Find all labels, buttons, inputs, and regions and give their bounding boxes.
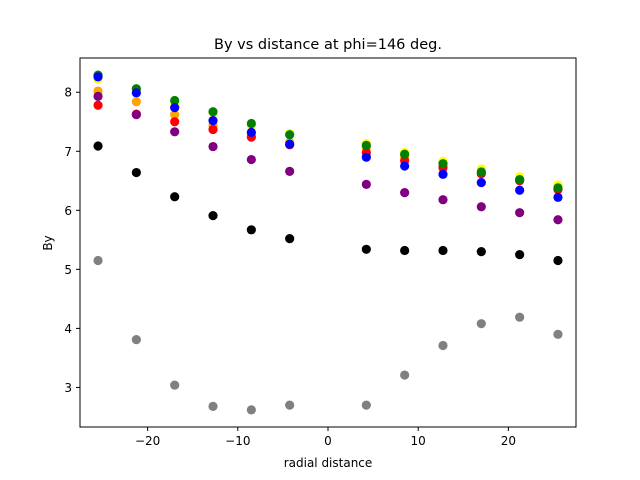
- data-point: [170, 95, 180, 106]
- y-tick-label: 3: [64, 381, 72, 395]
- data-point: [131, 97, 141, 107]
- data-point: [361, 400, 371, 410]
- data-point: [476, 319, 486, 329]
- data-point: [400, 245, 410, 256]
- data-point: [285, 130, 295, 140]
- data-point: [93, 255, 103, 266]
- data-point: [131, 167, 141, 178]
- data-point: [553, 215, 563, 225]
- x-tick-label: −10: [225, 434, 250, 448]
- data-point: [208, 141, 218, 152]
- data-point: [476, 202, 486, 212]
- y-tick-label: 5: [64, 263, 72, 277]
- data-point: [170, 110, 180, 120]
- data-point: [285, 234, 295, 244]
- data-point: [208, 401, 218, 411]
- y-tick-label: 4: [64, 322, 72, 336]
- y-axis-label: By: [41, 235, 55, 250]
- data-point: [246, 154, 256, 165]
- data-point: [131, 335, 141, 345]
- data-point: [476, 247, 486, 257]
- x-tick-label: 10: [411, 434, 426, 448]
- data-point: [553, 329, 563, 339]
- data-point: [515, 185, 525, 195]
- data-point: [438, 195, 448, 205]
- data-point: [438, 245, 448, 256]
- data-point: [93, 141, 103, 151]
- data-point: [170, 117, 180, 127]
- data-point: [515, 175, 525, 185]
- data-point: [93, 100, 103, 110]
- data-point: [515, 250, 525, 260]
- data-point: [553, 183, 563, 193]
- data-point: [208, 107, 218, 117]
- x-axis: −20 −10 0 10 20: [135, 427, 516, 448]
- data-point: [515, 208, 525, 218]
- data-point: [285, 166, 295, 176]
- x-tick-label: 20: [501, 434, 516, 448]
- data-point: [246, 127, 256, 137]
- data-point: [208, 211, 218, 221]
- data-point: [285, 400, 295, 410]
- data-point: [170, 127, 180, 137]
- y-tick-label: 8: [64, 86, 72, 100]
- data-point: [170, 102, 180, 113]
- data-point: [438, 340, 448, 351]
- x-tick-label: −20: [135, 434, 160, 448]
- plot-frame: [79, 57, 577, 428]
- data-point: [476, 167, 486, 177]
- data-point: [400, 370, 410, 380]
- y-tick-label: 6: [64, 204, 72, 218]
- data-point: [400, 161, 410, 171]
- data-point: [361, 179, 371, 189]
- data-point: [553, 255, 563, 266]
- data-point: [170, 380, 180, 390]
- chart-title: By vs distance at phi=146 deg.: [214, 37, 442, 53]
- data-point: [515, 312, 525, 322]
- x-tick-label: 0: [324, 434, 332, 448]
- data-point: [93, 91, 103, 101]
- data-point: [361, 140, 371, 150]
- data-point: [438, 159, 448, 169]
- data-point: [400, 149, 410, 159]
- data-point: [208, 124, 218, 135]
- y-axis: 3 4 5 6 7 8: [64, 86, 80, 395]
- data-point: [246, 225, 256, 235]
- data-point: [131, 110, 141, 120]
- data-point: [361, 244, 371, 254]
- data-point: [400, 188, 410, 198]
- data-point: [93, 72, 103, 82]
- data-point: [131, 88, 141, 98]
- y-tick-label: 7: [64, 145, 72, 159]
- data-point: [476, 177, 486, 188]
- data-point: [208, 115, 218, 126]
- data-point: [170, 192, 180, 202]
- data-point: [553, 192, 563, 202]
- data-point: [361, 152, 371, 162]
- data-point: [285, 139, 295, 149]
- data-point: [246, 405, 256, 415]
- data-point: [246, 118, 256, 129]
- plot-points: [93, 70, 563, 415]
- x-axis-label: radial distance: [284, 456, 373, 470]
- data-point: [438, 169, 448, 179]
